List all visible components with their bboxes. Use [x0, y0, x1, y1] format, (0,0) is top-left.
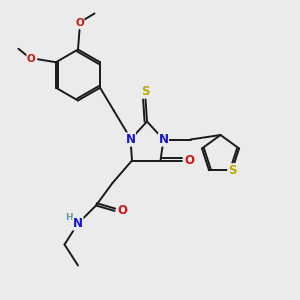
Text: N: N	[73, 217, 83, 230]
Text: N: N	[125, 133, 136, 146]
Text: H: H	[65, 213, 73, 222]
Text: S: S	[228, 164, 236, 177]
Text: O: O	[27, 54, 36, 64]
Text: O: O	[75, 17, 84, 28]
Text: O: O	[117, 204, 127, 218]
Text: O: O	[184, 154, 194, 167]
Text: S: S	[141, 85, 150, 98]
Text: N: N	[158, 133, 169, 146]
